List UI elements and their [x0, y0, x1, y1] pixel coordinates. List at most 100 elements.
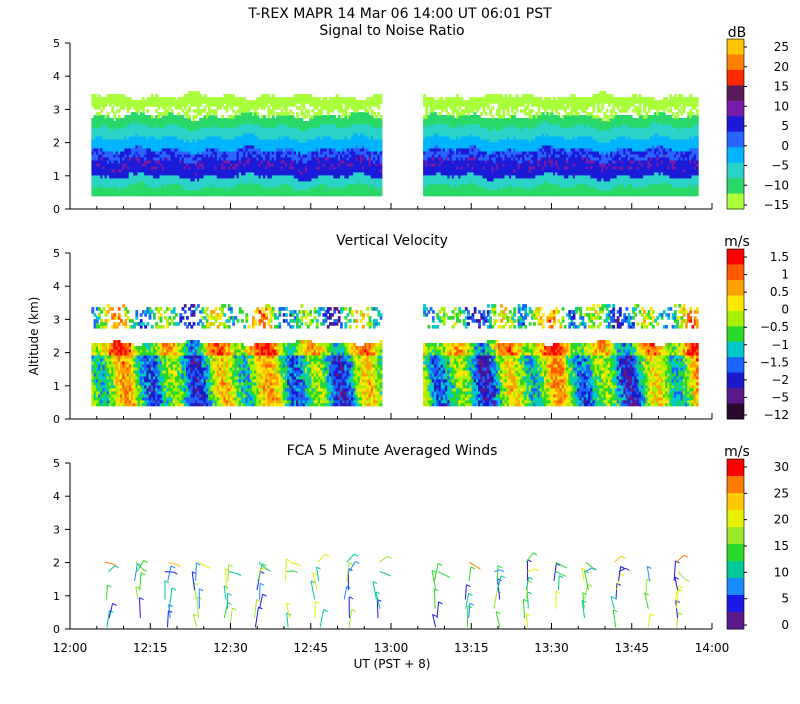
heatmap-cell: [164, 189, 167, 194]
heatmap-cell: [150, 121, 154, 125]
heatmap-cell: [102, 156, 106, 161]
heatmap-cell: [216, 103, 220, 107]
heatmap-cell: [199, 133, 202, 137]
heatmap-cell: [142, 130, 145, 134]
heatmap-cell: [161, 106, 165, 110]
heatmap-cell: [192, 183, 196, 188]
heatmap-cell: [98, 183, 101, 188]
heatmap-cell: [155, 130, 158, 134]
heatmap-cell: [199, 183, 202, 188]
heatmap-cell: [172, 192, 176, 197]
heatmap-cell: [175, 141, 178, 146]
heatmap-cell: [177, 183, 180, 188]
heatmap-cell: [214, 180, 218, 185]
heatmap-cell: [192, 162, 196, 167]
heatmap-cell: [113, 186, 117, 191]
heatmap-cell: [117, 174, 121, 179]
heatmap-cell: [168, 147, 172, 152]
heatmap-cell: [219, 133, 222, 137]
heatmap-cell: [155, 189, 158, 194]
heatmap-cell: [188, 165, 191, 170]
heatmap-cell: [91, 103, 95, 107]
heatmap-cell: [137, 153, 141, 158]
heatmap-cell: [100, 165, 103, 170]
heatmap-cell: [234, 130, 238, 134]
heatmap-cell: [181, 171, 185, 176]
heatmap-cell: [157, 127, 161, 131]
heatmap-cell: [221, 121, 224, 125]
heatmap-cell: [214, 115, 218, 119]
heatmap-cell: [135, 180, 139, 185]
heatmap-cell: [142, 100, 145, 104]
heatmap-cell: [197, 156, 200, 161]
heatmap-cell: [201, 97, 205, 101]
heatmap-cell: [95, 153, 99, 158]
heatmap-cell: [197, 133, 200, 137]
heatmap-cell: [199, 109, 202, 113]
heatmap-cell: [170, 168, 174, 173]
heatmap-cell: [113, 174, 117, 179]
heatmap-cell: [177, 147, 180, 152]
heatmap-cell: [126, 106, 130, 110]
heatmap-cell: [212, 150, 216, 155]
heatmap-cell: [128, 159, 132, 164]
heatmap-cell: [93, 156, 97, 161]
heatmap-cell: [203, 118, 207, 122]
heatmap-cell: [166, 168, 169, 173]
heatmap-cell: [161, 112, 165, 116]
heatmap-cell: [100, 177, 103, 182]
heatmap-cell: [135, 183, 139, 188]
heatmap-cell: [199, 127, 202, 131]
heatmap-cell: [109, 189, 112, 194]
heatmap-cell: [177, 168, 180, 173]
heatmap-cell: [166, 147, 169, 152]
heatmap-cell: [170, 171, 174, 176]
heatmap-cell: [181, 177, 185, 182]
heatmap-cell: [197, 174, 200, 179]
heatmap-cell: [199, 186, 202, 191]
heatmap-cell: [190, 121, 194, 125]
heatmap-cell: [172, 138, 176, 143]
heatmap-cell: [95, 100, 99, 104]
heatmap-cell: [111, 150, 114, 155]
heatmap-cell: [186, 124, 189, 128]
heatmap-cell: [111, 133, 114, 137]
heatmap-cell: [190, 138, 194, 143]
heatmap-cell: [150, 100, 154, 104]
heatmap-cell: [153, 159, 156, 164]
heatmap-cell: [139, 153, 143, 158]
heatmap-cell: [197, 106, 200, 110]
heatmap-cell: [135, 130, 139, 134]
heatmap-cell: [155, 162, 158, 167]
heatmap-cell: [91, 168, 95, 173]
heatmap-cell: [164, 133, 167, 137]
heatmap-cell: [137, 127, 141, 131]
heatmap-cell: [214, 136, 218, 140]
heatmap-cell: [117, 168, 121, 173]
heatmap-cell: [161, 130, 165, 134]
heatmap-cell: [93, 94, 97, 98]
heatmap-cell: [208, 144, 211, 149]
heatmap-cell: [199, 138, 202, 143]
heatmap-cell: [150, 124, 154, 128]
heatmap-cell: [183, 159, 187, 164]
heatmap-cell: [113, 150, 117, 155]
heatmap-cell: [234, 136, 238, 140]
heatmap-cell: [91, 124, 95, 128]
heatmap-cell: [155, 168, 158, 173]
heatmap-cell: [225, 133, 229, 137]
heatmap-cell: [146, 180, 150, 185]
heatmap-cell: [186, 171, 189, 176]
heatmap-cell: [104, 192, 108, 197]
heatmap-cell: [234, 124, 238, 128]
heatmap-cell: [188, 100, 191, 104]
heatmap-cell: [208, 153, 211, 158]
heatmap-cell: [170, 130, 174, 134]
heatmap-cell: [131, 133, 134, 137]
heatmap-cell: [109, 159, 112, 164]
heatmap-cell: [117, 186, 121, 191]
heatmap-cell: [168, 100, 172, 104]
heatmap-cell: [212, 124, 216, 128]
heatmap-cell: [186, 183, 189, 188]
heatmap-cell: [117, 136, 121, 140]
